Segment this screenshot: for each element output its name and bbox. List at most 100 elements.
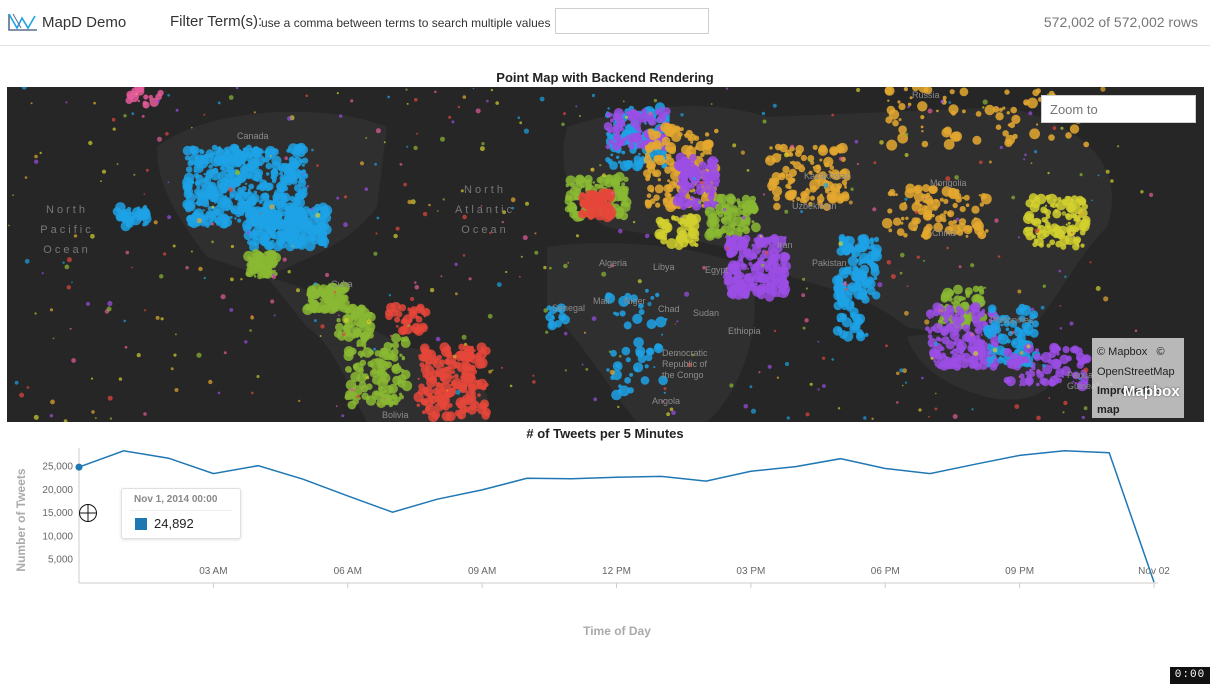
tweet-point xyxy=(123,114,127,118)
tweet-point xyxy=(662,220,667,225)
tweet-point xyxy=(333,330,342,338)
tweet-point xyxy=(1034,228,1040,234)
tweet-point xyxy=(523,128,530,134)
tweet-point xyxy=(301,186,308,192)
tweet-point xyxy=(451,370,456,374)
tweet-point xyxy=(409,310,418,319)
tweet-point xyxy=(971,316,981,325)
tweet-point xyxy=(686,220,694,228)
tweet-point xyxy=(454,350,466,362)
tweet-point xyxy=(736,198,741,203)
tweet-point xyxy=(442,368,446,372)
tweet-point xyxy=(994,218,999,223)
tweet-point xyxy=(940,329,948,336)
osm-attribution-link[interactable]: OpenStreetMap xyxy=(1097,366,1175,378)
tweet-point xyxy=(159,274,164,279)
tweet-point xyxy=(989,308,995,314)
tweet-point xyxy=(125,219,132,227)
tweet-point xyxy=(909,96,913,100)
tweet-point xyxy=(229,158,232,162)
tweet-point xyxy=(234,180,239,185)
tweet-point xyxy=(923,209,933,219)
tweet-point xyxy=(199,149,205,155)
tweet-point xyxy=(287,270,291,274)
tweet-point xyxy=(230,277,234,282)
tweet-point xyxy=(755,236,767,248)
tweet-point xyxy=(662,116,667,121)
tweet-point xyxy=(805,287,809,290)
improve-map-link[interactable]: Improve this map xyxy=(1097,385,1163,416)
zoom-to-input[interactable] xyxy=(1041,95,1196,123)
tweet-point xyxy=(1063,400,1068,406)
tweet-point xyxy=(898,118,902,122)
tweet-point xyxy=(1049,239,1056,246)
tweet-point xyxy=(676,181,681,186)
tweet-point xyxy=(645,144,654,153)
tweet-point xyxy=(851,275,858,281)
tweet-point xyxy=(214,201,217,204)
tweet-point xyxy=(145,168,149,172)
tweet-point xyxy=(846,307,852,312)
tweet-point xyxy=(970,302,981,313)
tweet-point xyxy=(277,206,281,209)
x-tick-label: 03 AM xyxy=(199,566,227,577)
tweet-point xyxy=(1080,243,1085,248)
tweet-point xyxy=(378,403,381,406)
tweet-point xyxy=(587,213,595,220)
tweet-point xyxy=(923,197,926,200)
tweet-point xyxy=(384,309,393,317)
tweet-point xyxy=(399,163,403,166)
tweet-point xyxy=(691,198,701,208)
tweet-point xyxy=(866,289,870,292)
tweet-point xyxy=(570,195,573,198)
tweet-point xyxy=(257,262,266,271)
tweet-point xyxy=(913,227,917,232)
tweet-point xyxy=(921,130,924,133)
tweet-point xyxy=(208,164,213,169)
filter-input[interactable] xyxy=(555,8,709,34)
tweet-point xyxy=(991,340,995,345)
tweet-point xyxy=(325,272,330,278)
tweet-point xyxy=(525,201,529,206)
tweet-point xyxy=(756,260,766,269)
tweet-point xyxy=(897,100,901,104)
tweet-point xyxy=(453,384,459,390)
tweet-point xyxy=(270,174,276,180)
tweet-point xyxy=(368,349,375,356)
tweet-point xyxy=(995,345,1006,356)
tweet-point xyxy=(277,230,280,234)
tweet-point xyxy=(247,189,251,193)
tweet-point xyxy=(900,216,905,221)
tweet-point xyxy=(126,206,132,212)
tweet-point xyxy=(1009,319,1018,328)
tweet-point xyxy=(758,371,761,374)
map-label-egypt: Egypt xyxy=(705,265,729,275)
tweet-point xyxy=(831,358,834,361)
mapbox-attribution-link[interactable]: © Mapbox xyxy=(1097,346,1148,358)
tweet-point xyxy=(389,334,393,338)
tweet-point xyxy=(647,128,654,135)
tweet-point xyxy=(292,245,294,248)
tweet-point xyxy=(947,289,955,297)
tweet-point xyxy=(248,158,258,168)
tweet-point xyxy=(606,368,610,372)
tweet-point xyxy=(425,355,429,358)
tweet-point xyxy=(940,294,949,303)
tweet-point xyxy=(200,215,209,224)
mapbox-logo[interactable]: Mapbox xyxy=(1123,383,1180,400)
tweet-point xyxy=(872,207,877,212)
tweet-point xyxy=(442,198,445,201)
tweet-point xyxy=(774,264,778,268)
tweet-point xyxy=(901,384,904,387)
tweet-point xyxy=(335,322,344,332)
tweet-point xyxy=(365,395,377,406)
point-map[interactable]: North Pacific Ocean North Atlantic Ocean… xyxy=(7,87,1204,422)
tweet-point xyxy=(141,114,145,118)
tweet-point xyxy=(229,143,239,153)
tweet-point xyxy=(71,281,73,284)
tweet-point xyxy=(210,170,221,181)
tweet-point xyxy=(211,222,215,226)
tweet-point xyxy=(71,358,76,363)
tweets-line-chart[interactable]: 5,000 10,000 15,000 20,000 25,000 03 AM 06 AM… xyxy=(0,440,1210,640)
line-chart-title: # of Tweets per 5 Minutes xyxy=(526,426,684,441)
